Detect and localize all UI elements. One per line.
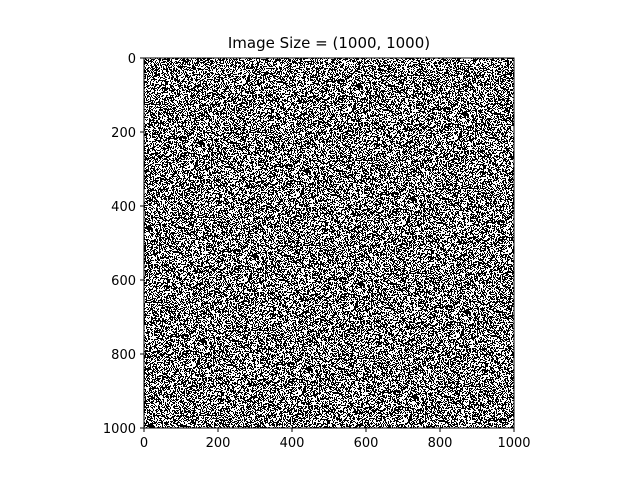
x-tick-label: 800 — [428, 436, 453, 451]
y-tick-label: 400 — [111, 200, 136, 215]
x-tick-label: 0 — [140, 436, 148, 451]
y-tick-label: 600 — [111, 274, 136, 289]
chart-title: Image Size = (1000, 1000) — [228, 34, 430, 52]
y-tick-label: 0 — [128, 52, 136, 67]
x-tick-label: 1000 — [497, 436, 530, 451]
x-tick-label: 200 — [206, 436, 231, 451]
y-tick-label: 1000 — [103, 422, 136, 437]
y-axis: 0 200 400 600 800 1000 — [103, 52, 144, 437]
x-tick-label: 400 — [280, 436, 305, 451]
y-tick-label: 800 — [111, 348, 136, 363]
y-tick-label: 200 — [111, 126, 136, 141]
random-binary-image — [144, 58, 514, 428]
axes-frame — [143, 57, 515, 429]
x-axis: 0 200 400 600 800 1000 — [140, 428, 531, 451]
x-tick-label: 600 — [354, 436, 379, 451]
